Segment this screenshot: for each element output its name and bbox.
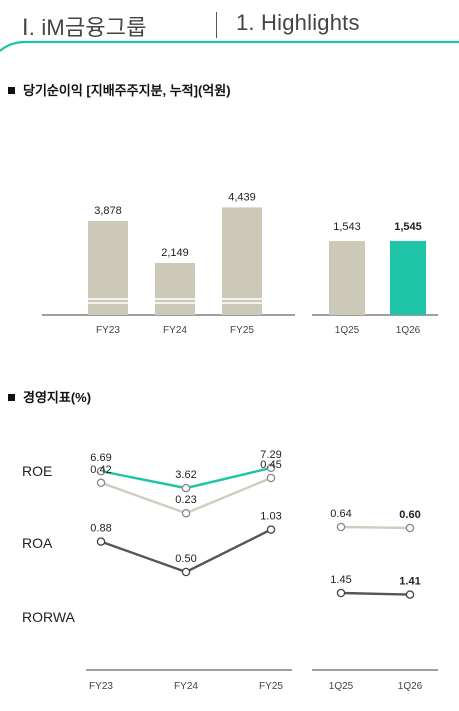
section-title: Ⅰ. iM금융그룹 <box>22 15 147 40</box>
series-value-label: 1.03 <box>260 511 281 523</box>
bullet-square-icon <box>8 394 15 401</box>
line-category-label: 1Q25 <box>329 681 354 692</box>
header-underline <box>0 40 459 52</box>
bar-value-label: 1,543 <box>333 221 361 233</box>
series-point-roa <box>336 522 346 532</box>
series-point-roa <box>266 473 276 483</box>
bar-category-label: FY24 <box>163 325 187 336</box>
line-category-label: FY24 <box>174 681 198 692</box>
series-point-rorwa <box>181 567 191 577</box>
series-line-rorwa <box>100 528 272 574</box>
ratios-title: 경영지표(%) <box>8 387 91 406</box>
series-value-label: 0.45 <box>260 459 281 471</box>
series-value-label: 0.60 <box>399 509 420 521</box>
net-income-bar-chart: 3,878 FY23 2,149 FY24 4,439 FY25 1,543 1Q25 1,54… <box>42 191 438 336</box>
bar-category-label: 1Q25 <box>335 325 360 336</box>
bar-value-label: 3,878 <box>94 205 122 217</box>
series-point-rorwa <box>336 588 346 598</box>
bar-1q25 <box>329 241 365 315</box>
bar-1q26 <box>390 241 426 315</box>
bar-fy24 <box>155 262 195 315</box>
bar-category-label: 1Q26 <box>396 325 421 336</box>
series-point-roe <box>181 483 191 493</box>
line-category-label: 1Q26 <box>398 681 423 692</box>
series-point-roa <box>96 478 106 488</box>
bar-value-label: 4,439 <box>228 191 256 203</box>
net-income-title-text: 당기순이익 [지배주주지분, 누적](억원) <box>23 83 231 98</box>
ratios-line-chart: FY23FY24FY251Q251Q26ROE6.693.627.2910.34… <box>22 449 438 692</box>
series-name-rorwa: RORWA <box>22 609 76 625</box>
series-point-roa <box>181 508 191 518</box>
header-divider <box>216 12 217 38</box>
line-category-label: FY23 <box>89 681 113 692</box>
series-name-roa: ROA <box>22 535 53 551</box>
bar-fy23 <box>88 221 128 315</box>
series-value-label: 0.88 <box>90 523 111 535</box>
series-point-roa <box>405 523 415 533</box>
series-point-rorwa <box>96 537 106 546</box>
series-value-label: 0.42 <box>90 464 111 476</box>
series-value-label: 0.23 <box>175 494 196 506</box>
ratios-title-text: 경영지표(%) <box>23 390 92 405</box>
series-value-label: 1.41 <box>399 576 420 588</box>
subsection-title: 1. Highlights <box>236 10 360 35</box>
series-line-rorwa <box>340 591 411 596</box>
series-line-roa <box>340 525 411 530</box>
net-income-title: 당기순이익 [지배주주지분, 누적](억원) <box>8 80 231 99</box>
bar-value-label: 2,149 <box>161 247 189 259</box>
line-category-label: FY25 <box>259 681 283 692</box>
bar-category-label: FY23 <box>96 325 120 336</box>
series-value-label: 3.62 <box>175 469 196 481</box>
series-point-roe <box>96 466 106 476</box>
series-point-rorwa <box>266 525 276 534</box>
bar-category-label: FY25 <box>230 325 254 336</box>
series-point-roe <box>266 463 276 473</box>
bullet-square-icon <box>8 87 15 94</box>
page-header: Ⅰ. iM금융그룹 1. Highlights <box>0 0 459 52</box>
bar-value-label: 1,545 <box>394 221 422 233</box>
bar-fy25 <box>222 207 262 315</box>
series-name-roe: ROE <box>22 463 52 479</box>
series-value-label: 1.45 <box>330 574 351 586</box>
series-point-rorwa <box>405 590 415 599</box>
series-value-label: 6.69 <box>90 452 111 464</box>
series-value-label: 0.50 <box>175 553 196 565</box>
series-value-label: 7.29 <box>260 449 281 461</box>
series-value-label: 0.64 <box>330 508 351 520</box>
